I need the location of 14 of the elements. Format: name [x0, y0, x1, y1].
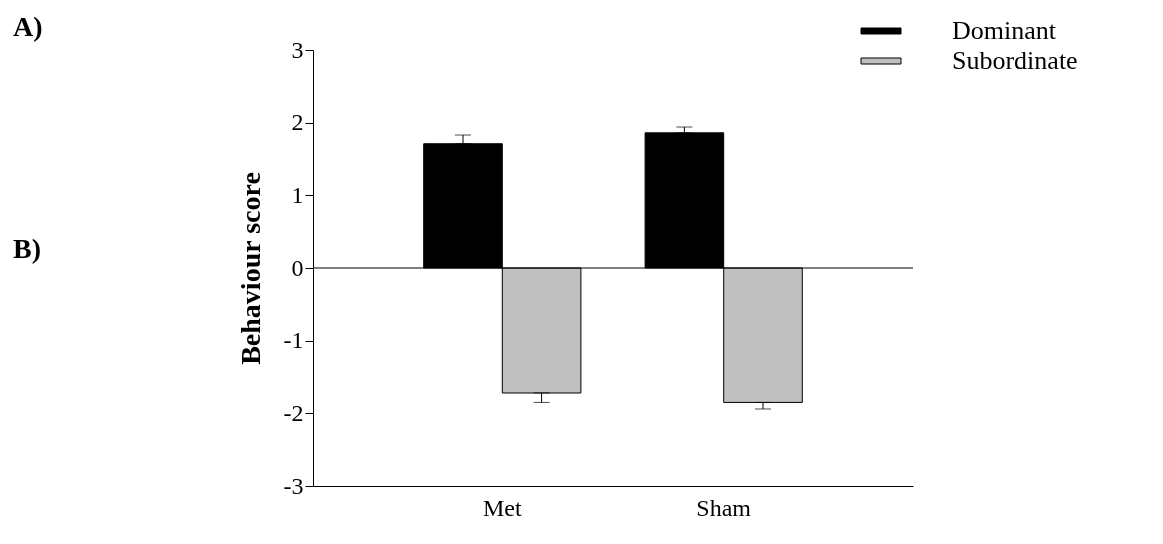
x-tick-label: Sham — [696, 494, 752, 521]
y-tick-label: 3 — [291, 36, 304, 63]
y-tick-label: -1 — [283, 327, 304, 354]
text: B) — [13, 233, 41, 264]
y-tick-label: 2 — [291, 109, 304, 136]
x-tick-label: Met — [482, 494, 522, 521]
y-tick-label: 1 — [291, 181, 304, 208]
y-tick-label: -2 — [283, 399, 304, 426]
y-tick-label: 0 — [291, 254, 304, 281]
text: A) — [13, 11, 43, 42]
y-axis-title: Behaviour score — [234, 172, 266, 365]
legend-label: Dominant — [952, 16, 1057, 45]
legend-label: Subordinate — [952, 46, 1078, 75]
y-tick-label: -3 — [283, 472, 304, 499]
